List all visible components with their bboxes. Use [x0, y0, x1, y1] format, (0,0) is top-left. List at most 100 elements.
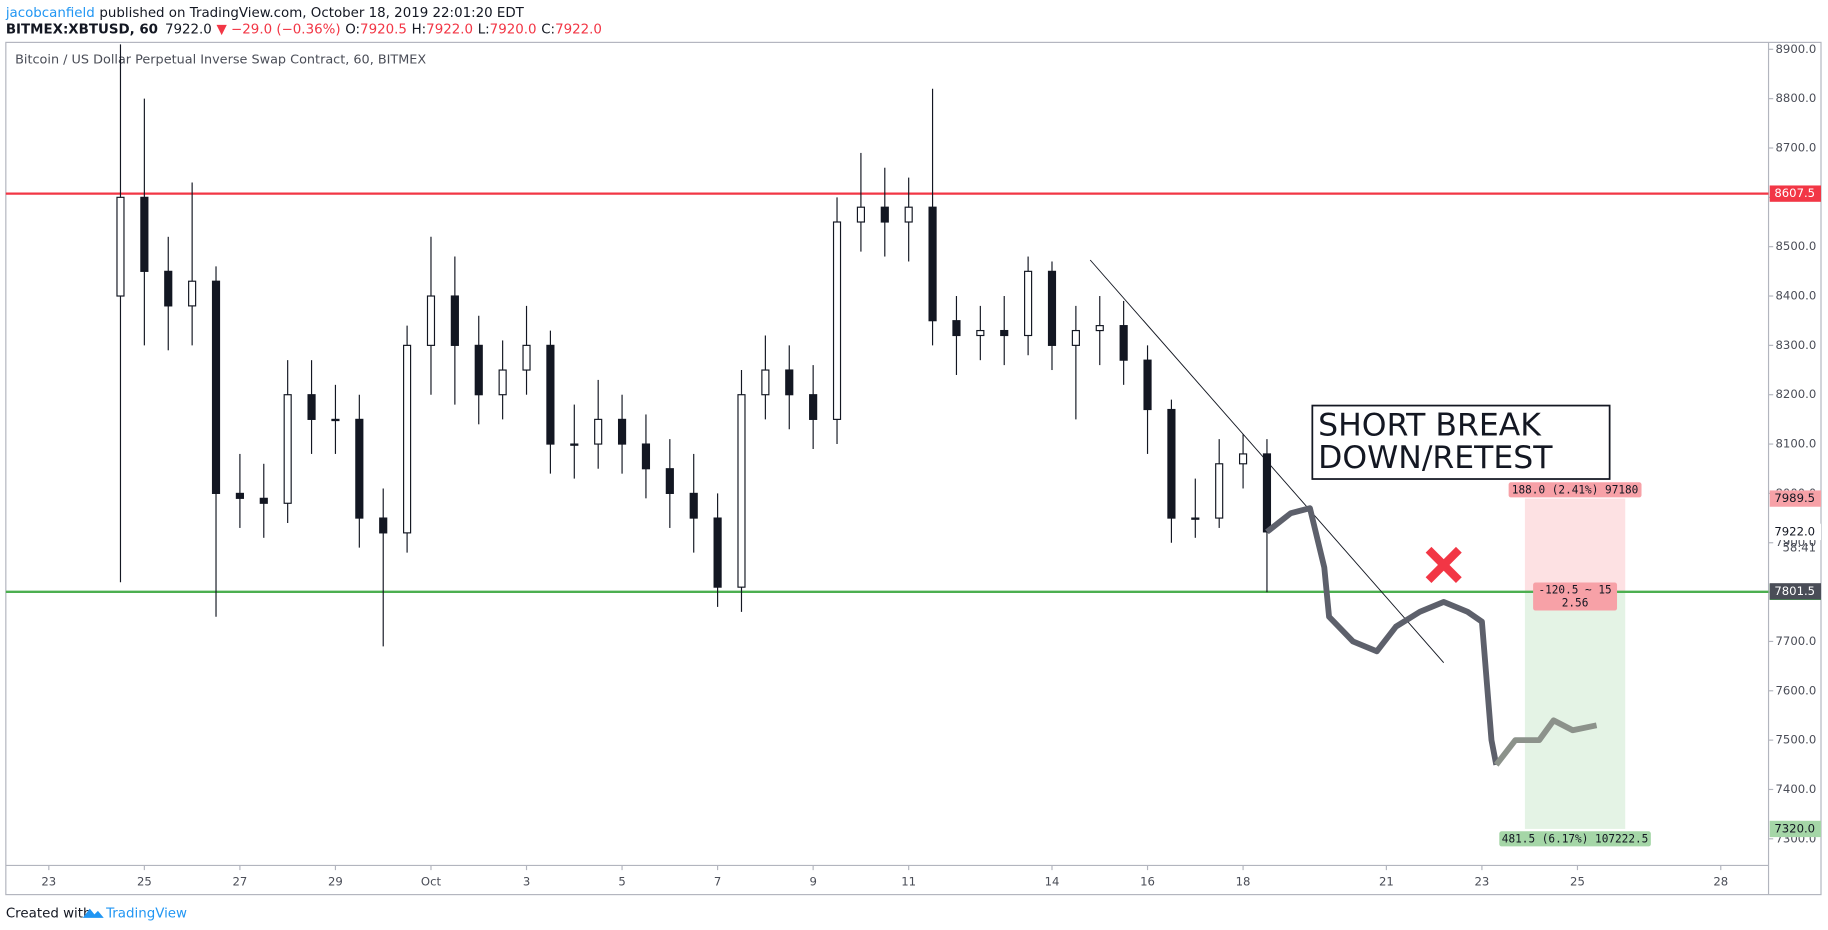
chart-title: Bitcoin / US Dollar Perpetual Inverse Sw… [15, 52, 426, 67]
entry-label-bg [1533, 582, 1618, 611]
price-change: ▼ −29.0 (−0.36%) [217, 23, 341, 38]
y-tick-label: 7700.0 [1776, 634, 1817, 648]
candle-body [307, 394, 316, 420]
x-tick-label: 18 [1236, 874, 1251, 888]
stop-zone [1524, 498, 1626, 592]
candle-body [426, 295, 436, 346]
price-marker [1769, 185, 1822, 202]
x-tick-label: 21 [1379, 874, 1394, 888]
candle-body [1143, 359, 1152, 411]
candle-body [1071, 329, 1080, 346]
candle-body [474, 344, 483, 396]
candle-body [188, 280, 197, 307]
ohlc-value: 7920.5 [360, 23, 407, 38]
candle-body [355, 418, 364, 519]
price-marker-label: 7320.0 [1774, 821, 1815, 835]
y-tick-label: 7400.0 [1776, 782, 1817, 796]
stop-label: 188.0 (2.41%) 97180 [1512, 483, 1639, 496]
candle-body [450, 295, 459, 346]
x-tick-label: 11 [901, 874, 916, 888]
target-label: 481.5 (6.17%) 107222.5 [1502, 832, 1649, 845]
candle-body [594, 418, 603, 445]
price-marker [1769, 820, 1822, 838]
candle-body [1191, 517, 1200, 520]
candle-body [952, 320, 961, 337]
price-marker [1769, 583, 1822, 600]
annotation-text: SHORT BREAK [1318, 408, 1542, 444]
candle-body [856, 206, 865, 223]
ohlc-key: C: [541, 23, 555, 38]
x-tick-label: 7 [714, 874, 721, 888]
ohlc-key: H: [412, 23, 427, 38]
candle-body [235, 492, 244, 499]
candle-body [379, 517, 388, 534]
logo-icon [82, 908, 104, 918]
candle-body [880, 206, 889, 223]
footer-brand: TradingView [105, 906, 187, 921]
candle-body [140, 196, 149, 272]
projection-path [1265, 505, 1500, 766]
ohlc-key: O: [345, 23, 360, 38]
annotation-box [1311, 404, 1611, 480]
annotation-text: DOWN/RETEST [1318, 440, 1553, 476]
candle-body [546, 344, 555, 445]
last-price: 7922.0 [165, 23, 212, 38]
candle-body [1047, 270, 1057, 346]
x-tick-label: 27 [232, 874, 247, 888]
target-label-bg [1499, 831, 1651, 847]
x-tick-label: 5 [618, 874, 625, 888]
candle-body [689, 492, 698, 519]
candle-body [570, 443, 579, 446]
candle-body [713, 517, 722, 588]
candle-body [928, 206, 937, 322]
ohlc-value: 7920.0 [490, 23, 537, 38]
footer-created: Created with [6, 906, 92, 921]
candle-body [617, 418, 627, 445]
x-tick-label: 23 [1475, 874, 1490, 888]
y-tick-label: 8800.0 [1776, 91, 1817, 105]
candle-body [1167, 408, 1176, 519]
candle-body [641, 443, 651, 470]
price-marker-label: 8607.5 [1774, 186, 1815, 200]
y-tick-label: 8300.0 [1776, 338, 1817, 352]
ohlc-key: L: [478, 23, 490, 38]
candle-body [1024, 270, 1033, 337]
cross-mark [1425, 546, 1462, 583]
candle-body [498, 369, 507, 396]
entry-label: 2.56 [1562, 597, 1589, 610]
candle-body [259, 497, 268, 504]
candle-body [1215, 463, 1224, 519]
candle-body [164, 270, 173, 307]
symbol-info: BITMEX:XBTUSD, 60 7922.0 ▼ −29.0 (−0.36%) O… [6, 23, 602, 38]
candle-body [1000, 329, 1009, 337]
x-tick-label: 3 [523, 874, 530, 888]
candle-body [785, 369, 794, 396]
price-marker [1769, 490, 1822, 507]
candle-body [832, 221, 842, 420]
x-tick-label: 29 [328, 874, 343, 888]
ohlc-value: 7922.0 [426, 23, 473, 38]
symbol: BITMEX:XBTUSD, 60 [6, 23, 158, 38]
y-tick-label: 8400.0 [1776, 289, 1817, 303]
chart-frame [5, 41, 1822, 896]
candle-body [283, 394, 292, 504]
candle-body [1262, 453, 1272, 533]
candle-body [1095, 325, 1104, 332]
candle-body [116, 196, 125, 297]
x-tick-label: Oct [421, 874, 442, 888]
target-zone [1524, 591, 1626, 829]
candle-body [904, 206, 913, 223]
candle-body [403, 344, 412, 534]
candle-body [331, 418, 340, 422]
candle-body [761, 369, 770, 396]
y-tick-label: 8200.0 [1776, 387, 1817, 401]
y-tick-label: 8700.0 [1776, 140, 1817, 154]
price-marker-label: 7989.5 [1774, 491, 1815, 505]
published-info: published on TradingView.com, October 18… [99, 6, 524, 21]
x-tick-label: 9 [809, 874, 816, 888]
candle-body [665, 468, 674, 494]
price-marker [1769, 523, 1822, 541]
x-tick-label: 25 [137, 874, 152, 888]
x-tick-label: 23 [41, 874, 56, 888]
